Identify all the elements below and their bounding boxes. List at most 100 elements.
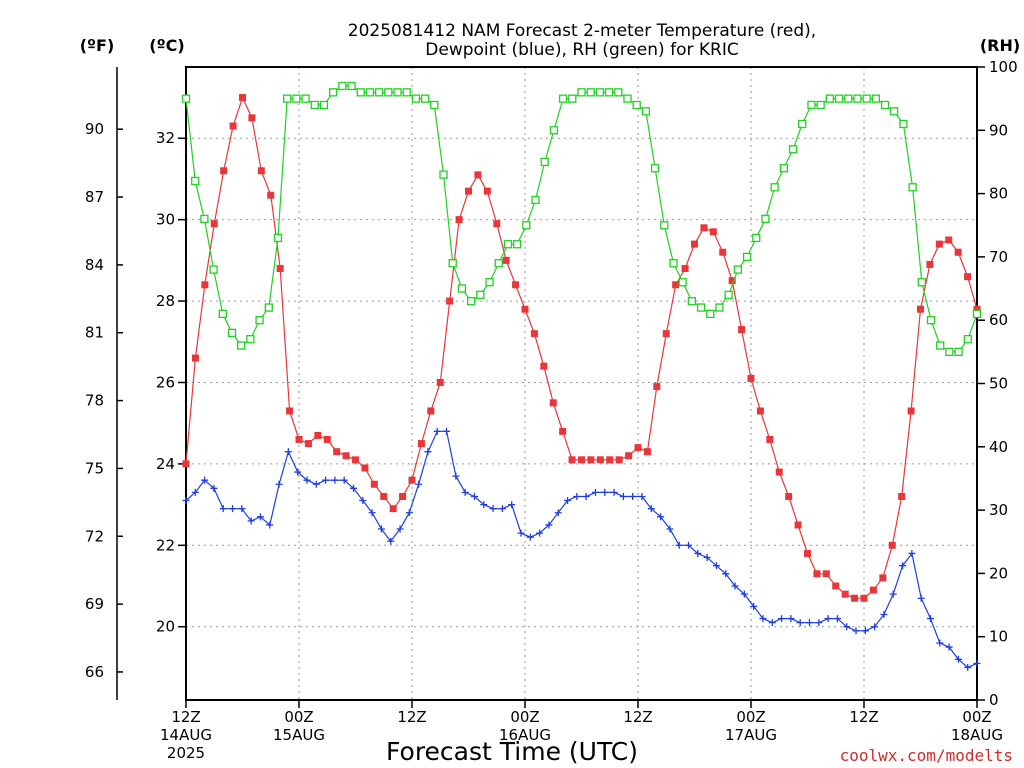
plot-frame — [185, 66, 978, 701]
temperature-point — [417, 440, 425, 448]
rh-point — [623, 94, 632, 103]
rh-point — [420, 94, 430, 103]
rh-point — [264, 303, 273, 312]
rh-point — [273, 233, 283, 243]
temperature-point — [625, 452, 633, 460]
dewpoint-point — [880, 611, 888, 619]
rh-point — [871, 94, 880, 103]
x-tick-label: 00Z — [962, 708, 991, 726]
dewpoint-point — [340, 476, 348, 484]
dewpoint-point — [443, 427, 451, 435]
rh-point — [181, 94, 191, 103]
dewpoint-point — [182, 497, 190, 505]
rh-point — [531, 195, 540, 205]
rh-point — [365, 88, 375, 97]
temperature-point — [465, 187, 472, 195]
rh-point — [614, 88, 623, 97]
temperature-point — [540, 362, 548, 370]
rh-point — [283, 94, 292, 103]
rh-point — [715, 303, 724, 312]
temperature-point — [869, 586, 877, 594]
temperature-point — [436, 378, 444, 386]
dewpoint-point — [964, 663, 972, 671]
temperature-point — [483, 187, 491, 195]
temperature-point — [662, 330, 670, 338]
temperature-point — [728, 277, 736, 285]
temperature-point — [888, 541, 896, 549]
credit-label: coolwx.com/modelts — [840, 746, 1013, 765]
dewpoint-point — [731, 582, 739, 590]
temperature-point — [917, 305, 924, 313]
temperature-point — [973, 305, 981, 313]
temperature-point — [333, 448, 341, 456]
rh-point — [816, 100, 825, 110]
rh-point — [788, 145, 798, 154]
x-tick-label: 00Z — [510, 708, 539, 726]
x-tick-label: 18AUG — [951, 726, 1003, 744]
rh-point — [761, 214, 770, 224]
dewpoint-point — [517, 529, 525, 537]
x-tick-label: 2025 — [167, 744, 205, 762]
rh-point — [834, 94, 844, 103]
dewpoint-point — [675, 541, 683, 549]
dewpoint-point — [852, 627, 860, 635]
rh-tick-label: 30 — [989, 501, 1008, 519]
temperature-point — [399, 492, 407, 500]
temperature-point — [257, 167, 265, 175]
rh-point — [945, 347, 954, 357]
dewpoint-point — [936, 639, 944, 647]
rh-point — [512, 240, 522, 249]
rh-point — [522, 221, 531, 230]
rh-point — [549, 126, 559, 135]
temperature-point — [643, 448, 651, 456]
temperature-point — [408, 476, 416, 484]
temperature-point — [738, 326, 746, 334]
dewpoint-point — [396, 525, 404, 533]
temperature-point — [841, 590, 849, 598]
x-tick-label: 16AUG — [499, 726, 551, 744]
rh-point — [476, 290, 485, 300]
dewpoint-point — [433, 427, 441, 435]
dewpoint-point — [712, 562, 720, 570]
dewpoint-line — [185, 430, 978, 669]
dewpoint-point — [238, 505, 246, 513]
dewpoint-point — [247, 517, 255, 525]
dewpoint-point — [815, 619, 823, 627]
temperature-point — [276, 265, 284, 273]
fahrenheit-tick-label: 72 — [85, 527, 104, 545]
dewpoint-point — [740, 590, 748, 598]
dewpoint-point — [424, 448, 432, 456]
fahrenheit-tick-label: 90 — [85, 120, 104, 138]
rh-point — [890, 107, 899, 116]
temperature-point — [474, 171, 482, 179]
celsius-tick-label: 22 — [156, 536, 175, 554]
rh-point — [963, 335, 972, 344]
rh-tick-label: 60 — [989, 311, 1008, 329]
rh-tick-label: 50 — [989, 375, 1008, 393]
rh-point — [466, 297, 476, 306]
celsius-tick-label: 28 — [156, 292, 175, 310]
rh-point — [972, 309, 982, 319]
dewpoint-point — [545, 521, 553, 529]
celsius-tick-label: 30 — [156, 211, 175, 229]
dewpoint-point — [498, 505, 506, 513]
dewpoint-point — [275, 480, 283, 488]
rh-point — [347, 81, 356, 91]
rh-point — [577, 88, 586, 97]
rh-point — [798, 119, 807, 129]
x-tick-label: 17AUG — [725, 726, 777, 744]
x-tick-label: 12Z — [171, 708, 200, 726]
rh-point — [246, 335, 255, 344]
temperature-point — [427, 407, 435, 415]
dewpoint-point — [908, 549, 916, 557]
temperature-point — [596, 456, 604, 464]
temperature-point — [493, 220, 501, 228]
dewpoint-point — [647, 505, 655, 513]
celsius-tick-label: 20 — [156, 618, 175, 636]
temperature-point — [267, 191, 275, 199]
dewpoint-point — [526, 533, 534, 541]
temperature-point — [210, 220, 218, 228]
temperature-point — [248, 114, 256, 122]
dewpoint-point — [833, 615, 841, 623]
temperature-point — [898, 492, 906, 500]
